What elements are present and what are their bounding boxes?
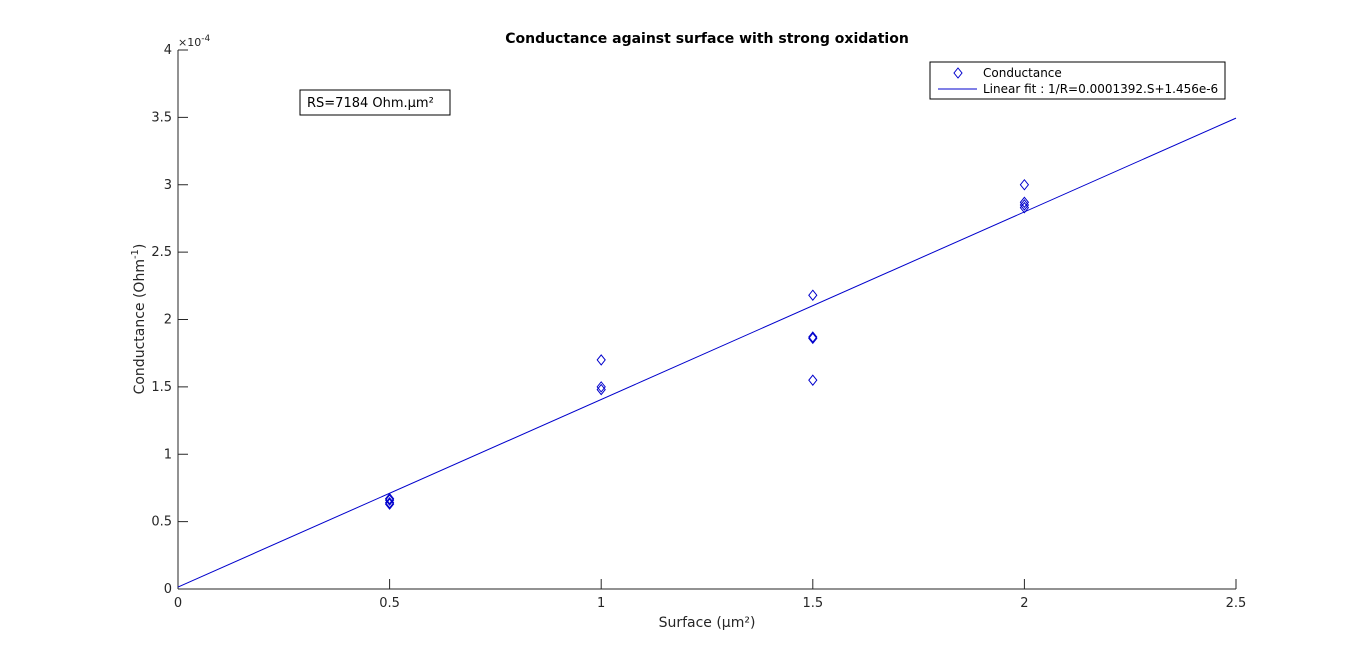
x-tick-label: 2.5 <box>1226 596 1247 611</box>
y-tick-label: 1 <box>164 447 172 462</box>
legend-label-fit: Linear fit : 1/R=0.0001392.S+1.456e-6 <box>983 82 1218 96</box>
legend: Conductance Linear fit : 1/R=0.0001392.S… <box>929 61 1226 100</box>
fit-line-layer <box>177 117 1237 588</box>
x-tick-label: 2 <box>1020 596 1028 611</box>
y-tick-label: 1.5 <box>151 380 172 395</box>
x-tick-label: 0 <box>174 596 182 611</box>
points-layer <box>384 178 1030 510</box>
annotation-box-frame <box>299 89 451 116</box>
y-tick-label: 4 <box>164 43 172 58</box>
y-tick-label: 2 <box>164 313 172 328</box>
data-point <box>808 374 818 386</box>
data-point <box>808 289 818 302</box>
x-tick-label: 0.5 <box>379 596 400 611</box>
y-ticks: 0 0.5 1 1.5 2 2.5 3 3.5 4 <box>151 43 188 597</box>
y-exponent-label: ×10-4 <box>178 34 210 49</box>
fit-line <box>177 117 1237 588</box>
legend-box <box>929 61 1226 100</box>
x-axis-label: Surface (µm²) <box>659 615 756 631</box>
data-point <box>1019 178 1030 191</box>
y-axis-label-close: ) <box>132 244 148 249</box>
y-axis-label: Conductance (Ohm-1) <box>130 244 148 395</box>
y-exponent-base: ×10 <box>178 36 201 49</box>
legend-marker-conductance <box>953 67 963 79</box>
y-tick-label: 2.5 <box>151 245 172 260</box>
legend-label-conductance: Conductance <box>983 66 1062 80</box>
data-point <box>384 494 395 506</box>
annotation-box: RS=7184 Ohm.µm² <box>299 89 451 116</box>
data-point <box>808 331 818 343</box>
y-tick-label: 0.5 <box>151 515 172 530</box>
y-tick-label: 3.5 <box>151 110 172 125</box>
x-tick-label: 1 <box>597 596 605 611</box>
data-point <box>1019 201 1030 214</box>
data-point <box>384 492 395 505</box>
data-point <box>596 354 606 366</box>
data-point <box>384 498 395 510</box>
annotation-text: RS=7184 Ohm.µm² <box>307 96 434 111</box>
y-axis-label-main: Conductance (Ohm <box>132 259 148 394</box>
y-exponent-power: -4 <box>201 34 210 44</box>
data-point <box>1019 196 1030 209</box>
data-point <box>596 383 606 396</box>
plot-background <box>178 50 1236 589</box>
data-point <box>596 381 606 393</box>
data-point <box>808 332 818 345</box>
y-axis-label-superscript: -1 <box>130 249 141 259</box>
x-tick-label: 1.5 <box>802 596 823 611</box>
y-tick-label: 0 <box>164 582 172 597</box>
x-ticks: 0 0.5 1 1.5 2 2.5 <box>174 579 1246 611</box>
data-point <box>384 496 395 509</box>
chart-title: Conductance against surface with strong … <box>505 31 909 47</box>
data-point <box>1019 199 1030 211</box>
y-tick-label: 3 <box>164 178 172 193</box>
